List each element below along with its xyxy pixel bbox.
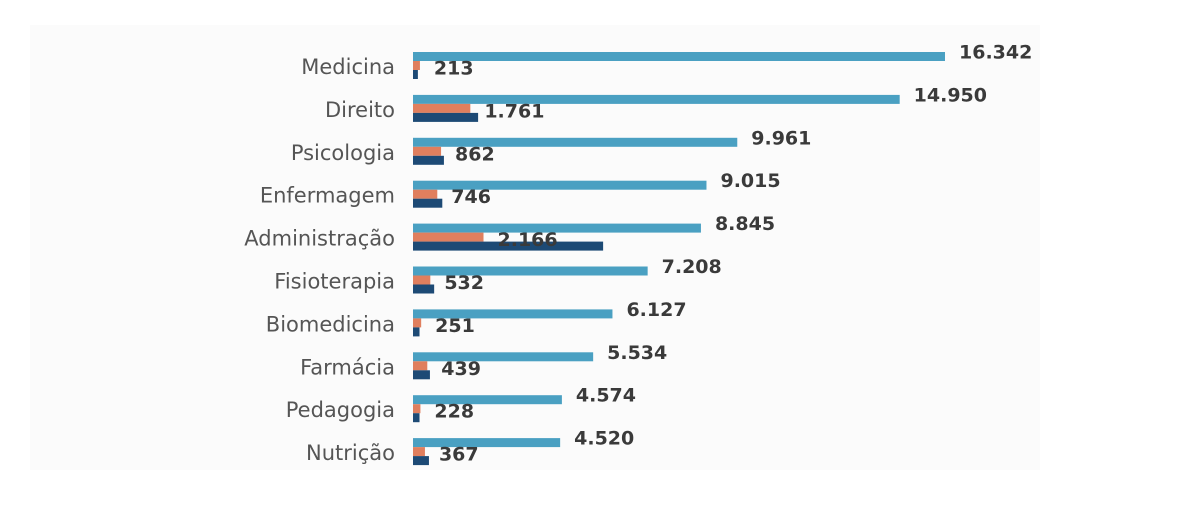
bar bbox=[413, 189, 438, 199]
bar bbox=[413, 155, 444, 165]
value-label: 2.166 bbox=[498, 229, 558, 251]
bar bbox=[413, 146, 442, 156]
bar bbox=[413, 395, 562, 405]
value-label: 746 bbox=[451, 186, 491, 208]
value-label: 14.950 bbox=[914, 84, 987, 106]
value-label: 16.342 bbox=[959, 42, 1032, 64]
category-label: Fisioterapia bbox=[274, 270, 395, 294]
bar bbox=[413, 103, 471, 113]
bar bbox=[413, 327, 420, 337]
category-label: Administração bbox=[244, 227, 395, 251]
value-label: 8.845 bbox=[715, 213, 775, 235]
value-label: 9.961 bbox=[751, 127, 811, 149]
bar bbox=[413, 52, 945, 61]
bar bbox=[413, 266, 648, 276]
bar bbox=[413, 232, 484, 242]
value-label: 228 bbox=[434, 401, 474, 423]
bar bbox=[413, 438, 561, 448]
bar bbox=[413, 241, 604, 251]
category-label: Enfermagem bbox=[260, 184, 395, 208]
bar bbox=[413, 94, 900, 104]
bar bbox=[413, 275, 431, 285]
bar bbox=[413, 70, 418, 79]
bar bbox=[413, 352, 594, 362]
category-label: Medicina bbox=[301, 55, 395, 79]
value-label: 1.761 bbox=[484, 100, 544, 122]
value-label: 7.208 bbox=[662, 256, 722, 278]
value-label: 862 bbox=[455, 143, 495, 165]
bar bbox=[413, 370, 430, 380]
value-label: 9.015 bbox=[720, 170, 780, 192]
category-label: Farmácia bbox=[300, 355, 395, 379]
value-label: 6.127 bbox=[626, 299, 686, 321]
category-label: Biomedicina bbox=[266, 312, 395, 336]
bar bbox=[413, 413, 420, 423]
value-label: 532 bbox=[444, 272, 484, 294]
category-label: Pedagogia bbox=[286, 398, 395, 422]
bar bbox=[413, 404, 421, 414]
bar bbox=[413, 180, 707, 190]
bar bbox=[413, 284, 435, 294]
value-label: 4.520 bbox=[574, 428, 634, 450]
bar bbox=[413, 112, 479, 122]
category-label: Psicologia bbox=[291, 141, 395, 165]
value-label: 4.574 bbox=[576, 385, 636, 407]
value-label: 5.534 bbox=[607, 342, 667, 364]
category-label: Nutrição bbox=[306, 441, 395, 465]
bar bbox=[413, 456, 429, 466]
bar bbox=[413, 447, 425, 457]
value-label: 367 bbox=[439, 444, 479, 466]
bar bbox=[413, 198, 443, 208]
bar bbox=[413, 61, 420, 70]
value-label: 439 bbox=[441, 358, 481, 380]
category-label: Direito bbox=[325, 98, 395, 122]
bar bbox=[413, 223, 701, 233]
bar bbox=[413, 137, 738, 147]
bar bbox=[413, 361, 428, 371]
value-label: 251 bbox=[435, 315, 475, 337]
bar bbox=[413, 309, 613, 319]
value-label: 213 bbox=[434, 58, 474, 80]
bar bbox=[413, 318, 422, 328]
